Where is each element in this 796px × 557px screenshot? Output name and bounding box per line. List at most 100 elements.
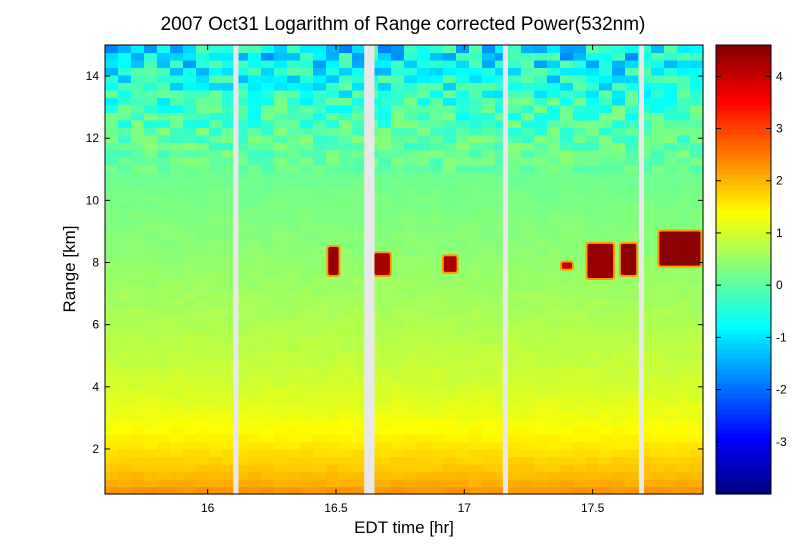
heatmap-cell — [430, 321, 444, 330]
heatmap-cell — [612, 351, 626, 360]
heatmap-cell — [664, 127, 678, 136]
heatmap-cell — [586, 396, 600, 405]
heatmap-cell — [391, 157, 405, 166]
heatmap-cell — [339, 119, 353, 128]
heatmap-cell — [157, 172, 171, 181]
heatmap-cell — [508, 97, 522, 106]
heatmap-cell — [352, 217, 366, 226]
heatmap-cell — [105, 179, 119, 188]
heatmap-cell — [196, 247, 210, 256]
heatmap-cell — [352, 434, 366, 443]
heatmap-cell — [222, 239, 236, 248]
heatmap-cell — [638, 291, 652, 301]
heatmap-cell — [196, 321, 210, 330]
heatmap-cell — [196, 479, 210, 488]
heatmap-cell — [183, 276, 197, 286]
heatmap-cell — [573, 396, 587, 405]
heatmap-cell — [625, 449, 639, 458]
heatmap-cell — [430, 157, 444, 166]
heatmap-cell — [651, 224, 665, 233]
heatmap-cell — [391, 291, 405, 301]
heatmap-cell — [378, 74, 392, 84]
heatmap-cell — [677, 82, 691, 91]
heatmap-cell — [521, 396, 535, 405]
heatmap-cell — [690, 67, 704, 76]
heatmap-cell — [248, 456, 262, 465]
heatmap-cell — [183, 209, 197, 218]
heatmap-cell — [352, 306, 366, 315]
colorbar-cell — [716, 414, 771, 420]
heatmap-cell — [209, 329, 223, 338]
heatmap-cell — [261, 441, 275, 450]
heatmap-cell — [469, 411, 483, 420]
colorbar-cell — [716, 374, 771, 380]
heatmap-cell — [612, 471, 626, 480]
heatmap-cell — [625, 112, 639, 121]
heatmap-cell — [170, 187, 184, 196]
heatmap-cell — [378, 419, 392, 428]
heatmap-cell — [456, 344, 470, 353]
heatmap-cell — [677, 269, 691, 278]
heatmap-cell — [287, 434, 301, 443]
heatmap-cell — [625, 389, 639, 398]
heatmap-cell — [300, 239, 314, 248]
heatmap-cell — [196, 381, 210, 390]
heatmap-cell — [131, 299, 145, 308]
heatmap-cell — [118, 456, 132, 465]
heatmap-cell — [287, 359, 301, 368]
y-tick-label: 8 — [92, 256, 99, 270]
heatmap-cell — [378, 202, 392, 211]
heatmap-cell — [170, 366, 184, 375]
heatmap-cell — [469, 194, 483, 203]
heatmap-cell — [651, 374, 665, 383]
heatmap-cell — [560, 217, 574, 226]
heatmap-cell — [508, 67, 522, 76]
heatmap-cell — [443, 187, 457, 196]
heatmap-cell — [677, 299, 691, 308]
heatmap-cell — [391, 179, 405, 188]
heatmap-cell — [560, 396, 574, 405]
heatmap-cell — [534, 374, 548, 383]
heatmap-cell — [404, 306, 418, 315]
heatmap-cell — [313, 321, 327, 330]
heatmap-cell — [339, 149, 353, 158]
heatmap-cell — [651, 82, 665, 91]
heatmap-cell — [573, 276, 587, 286]
heatmap-cell — [586, 52, 600, 61]
heatmap-cell — [404, 67, 418, 76]
heatmap-cell — [287, 232, 301, 241]
heatmap-cell — [131, 112, 145, 121]
heatmap-cell — [586, 441, 600, 450]
heatmap-cell — [222, 449, 236, 458]
heatmap-cell — [170, 306, 184, 315]
heatmap-cell — [131, 441, 145, 450]
heatmap-cell — [170, 299, 184, 308]
heatmap-cell — [196, 284, 210, 293]
heatmap-cell — [651, 389, 665, 398]
heatmap-cell — [248, 254, 262, 263]
heatmap-cell — [300, 426, 314, 435]
heatmap-cell — [612, 404, 626, 413]
heatmap-cell — [677, 217, 691, 226]
heatmap-cell — [118, 172, 132, 181]
colorbar-cell — [716, 104, 771, 111]
heatmap-cell — [430, 67, 444, 76]
heatmap-cell — [235, 351, 249, 360]
heatmap-cell — [391, 404, 405, 413]
heatmap-cell — [378, 479, 392, 488]
heatmap-cell — [378, 306, 392, 315]
heatmap-cell — [235, 269, 249, 278]
heatmap-cell — [443, 209, 457, 218]
heatmap-cell — [313, 486, 327, 495]
heatmap-cell — [118, 479, 132, 488]
heatmap-cell — [417, 112, 431, 121]
heatmap-cell — [430, 441, 444, 450]
heatmap-cell — [612, 134, 626, 143]
heatmap-cell — [248, 471, 262, 480]
heatmap-cell — [157, 471, 171, 480]
heatmap-cell — [560, 411, 574, 420]
heatmap-cell — [690, 374, 704, 383]
heatmap-cell — [547, 67, 561, 76]
heatmap-cell — [404, 471, 418, 480]
heatmap-cell — [378, 344, 392, 353]
